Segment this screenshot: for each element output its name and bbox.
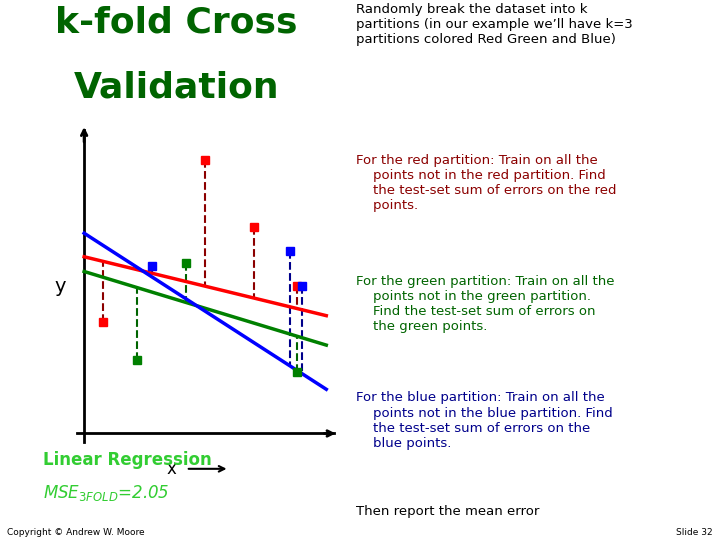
Text: y: y: [54, 276, 66, 296]
Text: Linear Regression: Linear Regression: [43, 451, 212, 469]
Text: Randomly break the dataset into k
partitions (in our example we’ll have k=3
part: Randomly break the dataset into k partit…: [356, 3, 633, 46]
Text: Then report the mean error: Then report the mean error: [356, 505, 540, 518]
Text: Copyright © Andrew W. Moore: Copyright © Andrew W. Moore: [7, 528, 145, 537]
Text: x: x: [166, 460, 176, 478]
Text: For the blue partition: Train on all the
    points not in the blue partition. F: For the blue partition: Train on all the…: [356, 392, 613, 449]
Text: Slide 32: Slide 32: [676, 528, 713, 537]
Text: For the green partition: Train on all the
    points not in the green partition.: For the green partition: Train on all th…: [356, 275, 615, 333]
Text: k-fold Cross: k-fold Cross: [55, 5, 297, 39]
Text: $MSE_{3FOLD}$=2.05: $MSE_{3FOLD}$=2.05: [43, 483, 170, 503]
Text: For the red partition: Train on all the
    points not in the red partition. Fin: For the red partition: Train on all the …: [356, 154, 617, 212]
Text: Validation: Validation: [73, 70, 279, 104]
